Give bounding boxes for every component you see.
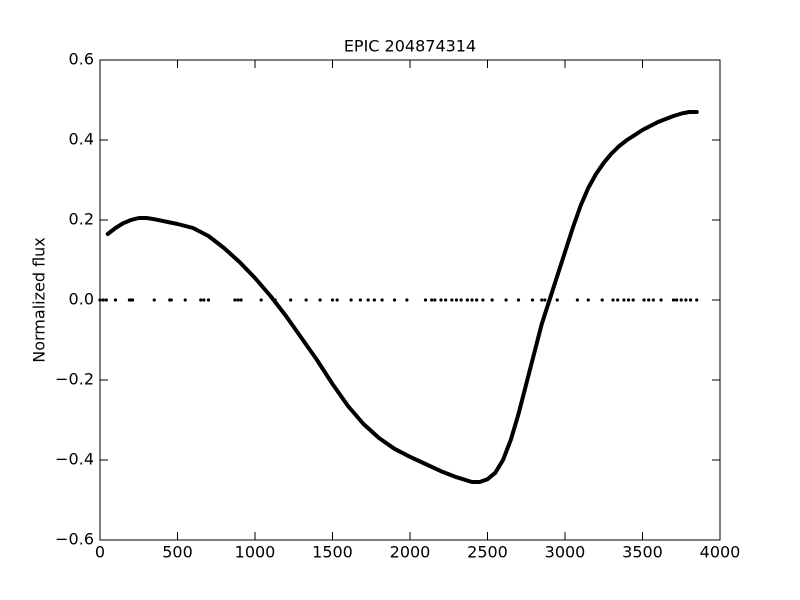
data-point: [113, 298, 118, 302]
data-point: [611, 298, 615, 302]
data-point: [335, 298, 339, 302]
data-point: [206, 298, 211, 302]
y-tick-label: 0.6: [69, 50, 94, 69]
y-tick-label: −0.2: [55, 370, 94, 389]
data-point: [671, 298, 676, 302]
data-point: [372, 298, 376, 302]
data-point: [199, 298, 203, 302]
data-point: [475, 298, 479, 302]
data-point: [439, 298, 443, 302]
y-axis-label: Normalized flux: [30, 237, 49, 363]
data-point: [233, 298, 237, 302]
data-point: [543, 298, 547, 302]
data-point: [152, 298, 156, 302]
data-point: [575, 298, 580, 302]
data-point: [236, 298, 240, 302]
data-point: [530, 298, 535, 302]
data-point: [239, 298, 243, 302]
data-point: [444, 298, 448, 302]
data-point: [647, 298, 651, 302]
x-tick-label: 1500: [312, 543, 353, 562]
data-point: [490, 298, 494, 302]
data-point: [516, 298, 521, 302]
data-point: [504, 298, 508, 302]
y-tick-label: −0.6: [55, 530, 94, 549]
data-point: [651, 298, 655, 302]
data-point: [330, 298, 335, 302]
x-tick-label: 3500: [622, 543, 663, 562]
x-tick-label: 1000: [235, 543, 276, 562]
data-point: [459, 298, 463, 302]
data-point: [430, 298, 434, 302]
data-point: [540, 298, 544, 302]
x-tick-label: 4000: [700, 543, 741, 562]
data-point: [631, 298, 635, 302]
plot-area: [98, 110, 699, 484]
data-point: [318, 298, 322, 302]
data-point: [273, 298, 277, 302]
data-point: [622, 298, 626, 302]
data-point: [304, 298, 308, 302]
data-point: [202, 298, 206, 302]
data-point: [259, 298, 263, 302]
data-point: [289, 298, 293, 302]
data-point: [684, 298, 688, 302]
data-point: [405, 298, 409, 302]
data-point: [465, 298, 469, 302]
x-tick-label: 500: [162, 543, 193, 562]
data-point: [626, 298, 631, 302]
data-point: [423, 298, 428, 302]
data-point: [380, 298, 384, 302]
y-tick-label: 0.2: [69, 210, 94, 229]
x-tick-label: 2500: [467, 543, 508, 562]
data-point: [470, 298, 474, 302]
data-point: [130, 298, 135, 302]
data-point: [675, 298, 679, 302]
data-point: [688, 298, 693, 302]
chart-title: EPIC 204874314: [344, 37, 476, 56]
data-point: [358, 298, 362, 302]
data-point: [392, 298, 397, 302]
y-tick-label: 0.4: [69, 130, 94, 149]
flux-curve: [105, 110, 699, 484]
y-tick-label: 0.0: [69, 290, 94, 309]
data-point: [555, 298, 559, 302]
data-point: [366, 298, 370, 302]
data-point: [659, 298, 663, 302]
y-tick-label: −0.4: [55, 450, 94, 469]
x-tick-label: 0: [95, 543, 105, 562]
data-point: [169, 298, 173, 302]
data-point: [349, 298, 353, 302]
x-tick-label: 3000: [545, 543, 586, 562]
data-point: [481, 298, 485, 302]
data-point: [642, 298, 646, 302]
data-point: [695, 298, 699, 302]
data-point: [450, 298, 454, 302]
data-point: [183, 298, 187, 302]
data-point: [679, 298, 683, 302]
x-tick-label: 2000: [390, 543, 431, 562]
data-point: [586, 298, 590, 302]
data-point: [600, 298, 604, 302]
data-point: [616, 298, 620, 302]
data-point: [454, 298, 459, 302]
data-point: [433, 298, 437, 302]
